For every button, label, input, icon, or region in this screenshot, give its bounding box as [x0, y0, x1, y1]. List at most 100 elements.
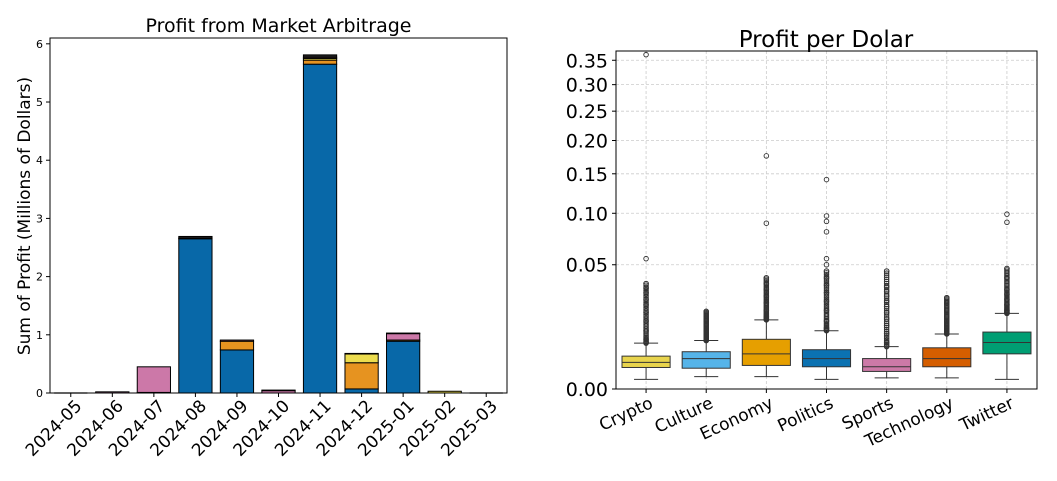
bar-segment-sports: [386, 333, 421, 341]
outlier-point: [823, 307, 830, 314]
left-y-tick-label: 2: [36, 271, 43, 284]
outlier-point: [823, 286, 830, 292]
outlier-point: [944, 307, 950, 314]
bar-segment-economy: [302, 59, 338, 65]
left-y-tick-label: 6: [36, 38, 43, 51]
outlier-point: [643, 311, 649, 318]
left-y-axis-label: Sum of Profit (Millions of Dollars): [15, 77, 35, 355]
left-plot-frame: [49, 37, 508, 394]
outlier-point: [883, 332, 890, 338]
outlier-point: [823, 287, 830, 294]
outlier-point: [643, 282, 649, 289]
outlier-point: [643, 51, 649, 58]
outlier-point: [823, 275, 830, 281]
outlier-point: [763, 220, 770, 226]
outlier-point: [883, 337, 890, 344]
outlier-point: [883, 278, 890, 285]
outlier-point: [883, 274, 890, 281]
outlier-point: [643, 318, 649, 324]
bar-segment-politics: [344, 388, 379, 394]
left-y-tick-label: 4: [36, 154, 43, 167]
box-economy: [741, 338, 791, 366]
outlier-point: [883, 330, 890, 337]
outlier-point: [823, 300, 830, 306]
outlier-point: [823, 301, 830, 308]
outlier-point: [823, 255, 830, 262]
outlier-point: [763, 286, 770, 293]
outlier-point: [944, 313, 950, 320]
outlier-point: [643, 336, 649, 343]
outlier-point: [883, 283, 890, 290]
outlier-point: [823, 218, 830, 225]
outlier-point: [823, 284, 830, 290]
outlier-point: [944, 327, 950, 334]
outlier-point: [643, 309, 649, 316]
outlier-point: [823, 298, 830, 304]
outlier-point: [823, 282, 830, 288]
outlier-point: [823, 279, 830, 285]
outlier-point: [1004, 286, 1010, 293]
outlier-point: [823, 318, 830, 324]
left-plot-area: 01234562024-052024-062024-072024-082024-…: [22, 37, 508, 461]
outlier-point: [703, 332, 709, 338]
right-x-tick-label: Politics: [775, 393, 837, 436]
outlier-point: [643, 299, 649, 306]
outlier-point: [763, 153, 770, 159]
outlier-point: [883, 270, 890, 276]
right-x-tick-label: Twitter: [956, 393, 1017, 436]
outlier-point: [703, 318, 709, 324]
bar-segment-politics: [386, 340, 421, 394]
outlier-point: [823, 296, 830, 303]
outlier-point: [763, 313, 770, 320]
outlier-point: [823, 268, 830, 274]
bar-segment-politics: [178, 238, 213, 394]
bar-segment-other: [178, 235, 213, 239]
right-y-tick-label: 0.20: [566, 130, 608, 152]
bar-segment-politics: [219, 349, 255, 394]
bar-segment-crypto: [344, 353, 379, 364]
outlier-point: [763, 275, 770, 281]
left-chart: Profit from Market Arbitrage 01234562024…: [15, 15, 508, 461]
outlier-point: [883, 272, 890, 278]
outlier-point: [643, 280, 649, 287]
outlier-point: [703, 321, 709, 328]
outlier-point: [883, 334, 890, 340]
outlier-point: [883, 328, 890, 335]
right-chart: Profit per Dolar 0.00 0.05 0.10 0.15 0.20 0.2…: [566, 27, 1038, 452]
outlier-point: [823, 325, 830, 331]
bar-segment-sports: [95, 391, 130, 394]
right-y-tick-label: 0.00: [566, 379, 608, 401]
outlier-point: [643, 255, 649, 262]
outlier-point: [1004, 275, 1010, 281]
bar-segment-economy: [219, 340, 255, 351]
outlier-point: [883, 303, 890, 310]
outlier-point: [823, 229, 830, 235]
right-y-tick-label: 0.35: [566, 50, 608, 72]
outlier-point: [883, 268, 890, 274]
bar-segment-sports: [219, 339, 255, 342]
right-chart-title: Profit per Dolar: [739, 27, 914, 53]
outlier-point: [643, 287, 649, 294]
bar-segment-crypto: [427, 390, 462, 394]
outlier-point: [1004, 265, 1010, 272]
outlier-point: [643, 296, 649, 303]
outlier-point: [823, 176, 830, 183]
outlier-point: [883, 335, 890, 342]
right-y-tick-label: 0.25: [566, 101, 608, 123]
box-sports: [862, 358, 912, 372]
outlier-point: [883, 309, 890, 316]
outlier-point: [1004, 301, 1010, 308]
right-y-tick-label: 0.15: [566, 164, 608, 186]
right-y-tick-label: 0.10: [566, 203, 608, 225]
bar-segment-other: [386, 332, 421, 335]
left-chart-title: Profit from Market Arbitrage: [145, 15, 411, 37]
outlier-point: [643, 315, 649, 321]
right-plot-area: 0.000.050.100.150.200.250.300.35CryptoCu…: [566, 50, 1038, 452]
outlier-point: [823, 271, 830, 278]
outlier-point: [823, 293, 830, 299]
outlier-point: [643, 292, 649, 299]
box-crypto: [621, 355, 671, 368]
left-y-tick-label: 3: [36, 212, 43, 225]
outlier-point: [763, 307, 770, 314]
left-y-tick-label: 1: [36, 329, 43, 342]
